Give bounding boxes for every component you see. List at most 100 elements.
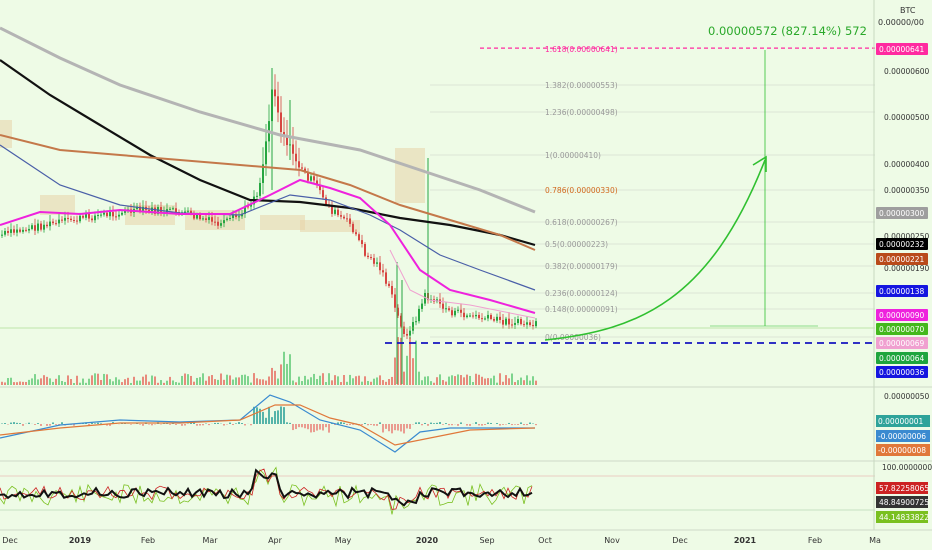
macd-bar — [130, 424, 132, 425]
cloud-patch — [40, 195, 75, 215]
volume-bar — [478, 374, 480, 385]
price-badge-text: 0.00000641 — [879, 45, 925, 54]
macd-bar — [259, 408, 261, 424]
candle-body — [184, 211, 186, 213]
volume-bar — [412, 358, 414, 385]
volume-bar — [118, 379, 120, 385]
candle-body — [415, 321, 417, 323]
time-axis[interactable]: Dec 2019 Feb Mar Apr May 2020 Sep Oct Nov Dec 2021 F… — [0, 529, 932, 545]
volume-bar — [298, 376, 300, 385]
candle-body — [322, 190, 324, 198]
volume-bar — [88, 378, 90, 385]
candle-body — [187, 210, 189, 212]
volume-bar — [463, 377, 465, 385]
macd-bar — [184, 424, 186, 426]
macd-bar — [235, 423, 237, 424]
macd-bar — [193, 422, 195, 424]
macd-bar — [391, 424, 393, 434]
volume-bar — [460, 375, 462, 385]
candle-body — [226, 218, 228, 221]
volume-bar — [283, 351, 285, 385]
candle-body — [451, 310, 453, 316]
macd-bar — [481, 424, 483, 426]
volume-bars — [1, 337, 537, 385]
candle-body — [466, 315, 468, 318]
candle-body — [361, 240, 363, 245]
candle-body — [244, 206, 246, 214]
volume-bar — [109, 379, 111, 385]
volume-bar — [349, 374, 351, 385]
volume-bar — [43, 375, 45, 385]
macd-bar — [190, 422, 192, 424]
macd-bar — [199, 424, 201, 426]
volume-bar — [313, 373, 315, 385]
candle-body — [19, 229, 21, 232]
moving-averages — [0, 26, 536, 319]
macd-bar — [286, 422, 288, 424]
time-tick: Dec — [2, 536, 17, 545]
candle-body — [31, 225, 33, 229]
macd-bar — [256, 407, 258, 424]
volume-bar — [166, 380, 168, 385]
price-tick: 0.00000500 — [884, 113, 930, 122]
volume-bar — [496, 382, 498, 385]
volume-bar — [4, 382, 6, 385]
macd-bar — [58, 424, 60, 425]
candle-body — [481, 318, 483, 320]
price-axis[interactable]: BTC 0.00000/00 0.00000600 0.00000500 0.000… — [876, 6, 930, 378]
macd-bar — [373, 424, 375, 426]
macd-bar — [343, 422, 345, 424]
volume-bar — [184, 373, 186, 385]
candle-body — [1, 234, 3, 236]
fib-label: 0.148(0.00000091) — [545, 305, 618, 314]
candle-body — [355, 232, 357, 235]
volume-bar — [376, 377, 378, 385]
volume-bar — [340, 382, 342, 385]
fib-label: 0.236(0.00000124) — [545, 289, 618, 298]
volume-bar — [523, 380, 525, 385]
candle-body — [67, 217, 69, 219]
macd-bar — [409, 424, 411, 429]
volume-bar — [451, 375, 453, 385]
macd-bar — [277, 410, 279, 424]
candle-body — [100, 214, 102, 216]
candle-body — [148, 209, 150, 212]
fib-label: 0.786(0.00000330) — [545, 186, 618, 195]
volume-bar — [346, 381, 348, 385]
price-badge-text: 0.00000090 — [879, 311, 925, 320]
macd-badge-text: 0.00000001 — [878, 417, 924, 426]
macd-bar — [367, 424, 369, 426]
projection-arrow — [544, 159, 766, 341]
macd-bar — [535, 424, 537, 426]
candle-body — [523, 324, 525, 326]
candle-body — [199, 214, 201, 220]
time-tick: Feb — [808, 536, 822, 545]
time-tick: May — [335, 536, 352, 545]
volume-bar — [367, 380, 369, 385]
macd-bar — [232, 424, 234, 426]
macd-bar — [265, 417, 267, 424]
macd-bar — [91, 422, 93, 424]
volume-bar — [271, 367, 273, 385]
candle-body — [409, 330, 411, 336]
macd-bar — [406, 424, 408, 429]
time-tick: 2020 — [416, 536, 439, 545]
volume-bar — [511, 373, 513, 385]
price-badge-text: 0.00000069 — [879, 339, 925, 348]
volume-bar — [487, 378, 489, 385]
volume-bar — [280, 364, 282, 385]
candle-body — [121, 212, 123, 215]
candle-body — [211, 217, 213, 222]
macd-bar — [424, 422, 426, 424]
macd-bar — [517, 424, 519, 425]
ma-brown-line — [0, 134, 536, 251]
volume-bar — [19, 381, 21, 385]
macd-bar — [514, 424, 516, 425]
candle-body — [49, 221, 51, 227]
macd-bar — [421, 424, 423, 426]
macd-bar — [268, 406, 270, 424]
candle-body — [532, 325, 534, 327]
volume-bar — [508, 378, 510, 385]
volume-bar — [211, 375, 213, 385]
